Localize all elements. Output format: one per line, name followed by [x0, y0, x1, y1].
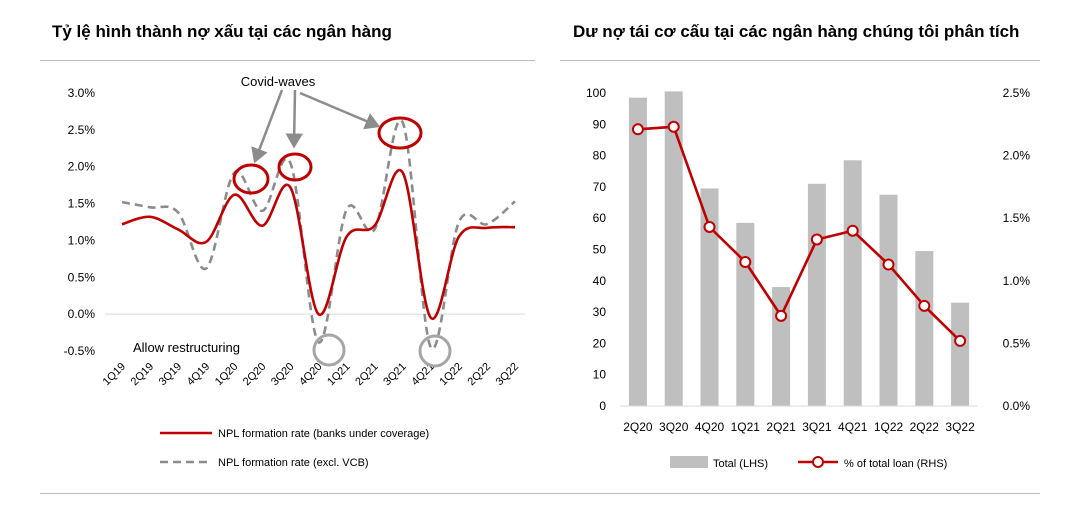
x-tick-label: 1Q20	[213, 361, 241, 389]
total-bar	[807, 183, 826, 406]
restructuring-highlight	[418, 334, 452, 368]
total-bar	[736, 222, 755, 406]
restructuring-highlight	[312, 333, 346, 367]
npl-excl-vcb-line	[121, 118, 516, 351]
x-tick-label: 2Q20	[623, 420, 653, 434]
left-chart: 3.0% 2.5% 2.0% 1.5% 1.0% 0.5% 0.0% -0.5% 1Q19 2Q1…	[64, 74, 525, 469]
legend-label-excl-vcb: NPL formation rate (excl. VCB)	[218, 457, 369, 469]
x-tick-label: 3Q21	[802, 420, 832, 434]
pct-total-loan-marker	[739, 256, 752, 269]
pct-total-loan-marker	[954, 334, 967, 347]
pct-total-loan-line	[637, 125, 962, 342]
total-bar	[951, 302, 970, 406]
pct-total-loan-marker	[918, 299, 931, 312]
total-bar	[915, 251, 934, 406]
y-tick-label: 1.5%	[68, 197, 96, 211]
pct-total-loan-marker	[775, 309, 788, 322]
x-tick-label: 1Q22	[874, 420, 904, 434]
x-tick-label: 3Q20	[269, 361, 297, 389]
right-axis-tick-label: 2.0%	[1003, 149, 1031, 163]
x-tick-label: 3Q22	[945, 420, 975, 434]
total-bar	[628, 97, 647, 406]
total-bar	[664, 91, 683, 406]
y-tick-label: 3.0%	[68, 86, 96, 100]
x-tick-label: 3Q20	[659, 420, 689, 434]
x-tick-label: 2Q20	[241, 361, 269, 389]
legend-label-total: Total (LHS)	[713, 458, 768, 470]
pct-total-loan-marker	[810, 233, 823, 246]
legend-swatch-total	[670, 456, 708, 468]
y-tick-label: 0.5%	[68, 270, 96, 284]
npl-coverage-line	[121, 168, 516, 320]
left-axis-tick-label: 20	[593, 336, 607, 350]
x-tick-label: 4Q20	[297, 361, 325, 389]
left-axis-tick-label: 100	[586, 86, 606, 100]
legend-label-coverage: NPL formation rate (banks under coverage…	[218, 428, 429, 440]
left-axis-tick-label: 40	[593, 274, 607, 288]
right-axis-tick-label: 0.5%	[1003, 336, 1031, 350]
left-axis-tick-label: 60	[593, 211, 607, 225]
right-axis-tick-label: 2.5%	[1003, 86, 1031, 100]
pct-total-loan-marker	[703, 220, 716, 233]
left-axis-tick-label: 90	[593, 117, 607, 131]
covid-wave-highlight	[377, 116, 423, 150]
right-axis-tick-label: 0.0%	[1003, 399, 1031, 413]
pct-total-loan-marker	[631, 123, 644, 136]
x-tick-label: 1Q21	[731, 420, 761, 434]
covid-arrow	[285, 89, 303, 149]
x-tick-label: 2Q21	[353, 361, 381, 389]
x-tick-label: 3Q19	[157, 361, 185, 389]
right-axis-tick-label: 1.5%	[1003, 211, 1031, 225]
covid-wave-highlight	[277, 152, 313, 182]
x-tick-label: 3Q21	[381, 361, 409, 389]
covid-wave-highlight	[232, 163, 270, 195]
pct-total-loan-marker	[882, 258, 895, 271]
x-tick-label: 4Q21	[838, 420, 868, 434]
y-tick-label: 1.0%	[68, 233, 96, 247]
x-tick-label: 4Q20	[695, 420, 725, 434]
y-tick-label: 2.5%	[68, 123, 96, 137]
x-tick-label: 4Q19	[185, 361, 213, 389]
left-axis-tick-label: 10	[593, 368, 607, 382]
covid-waves-annotation: Covid-waves	[241, 74, 316, 89]
bottom-divider	[40, 493, 1040, 494]
right-chart: 10090807060504030201002.5%2.0%1.5%1.0%0.…	[586, 86, 1031, 470]
x-tick-label: 1Q19	[101, 361, 129, 389]
left-axis-tick-label: 0	[599, 399, 606, 413]
left-axis-tick-label: 30	[593, 305, 607, 319]
x-tick-label: 2Q22	[466, 361, 494, 389]
left-axis-tick-label: 80	[593, 149, 607, 163]
left-title-divider	[40, 60, 535, 61]
total-bar	[700, 188, 719, 406]
y-tick-label: -0.5%	[64, 344, 96, 358]
covid-arrow	[251, 89, 284, 164]
x-tick-label: 2Q21	[766, 420, 796, 434]
left-axis-tick-label: 50	[593, 243, 607, 257]
x-tick-label: 2Q19	[129, 361, 157, 389]
pct-total-loan-marker	[846, 224, 859, 237]
covid-arrow	[299, 91, 381, 130]
legend-label-pct: % of total loan (RHS)	[844, 458, 947, 470]
y-tick-label: 2.0%	[68, 160, 96, 174]
x-tick-label: 2Q22	[910, 420, 940, 434]
total-bar	[879, 194, 898, 406]
legend-swatch-pct-marker	[812, 456, 824, 468]
right-axis-tick-label: 1.0%	[1003, 274, 1031, 288]
x-tick-label: 3Q22	[494, 361, 522, 389]
total-bar	[843, 160, 862, 406]
right-title-divider	[560, 60, 1040, 61]
pct-total-loan-marker	[667, 120, 680, 133]
y-tick-label: 0.0%	[68, 307, 96, 321]
left-chart-title: Tỷ lệ hình thành nợ xấu tại các ngân hàn…	[52, 22, 392, 41]
allow-restructuring-annotation: Allow restructuring	[133, 340, 240, 355]
left-axis-tick-label: 70	[593, 180, 607, 194]
right-chart-title: Dư nợ tái cơ cấu tại các ngân hàng chúng…	[573, 22, 1020, 41]
